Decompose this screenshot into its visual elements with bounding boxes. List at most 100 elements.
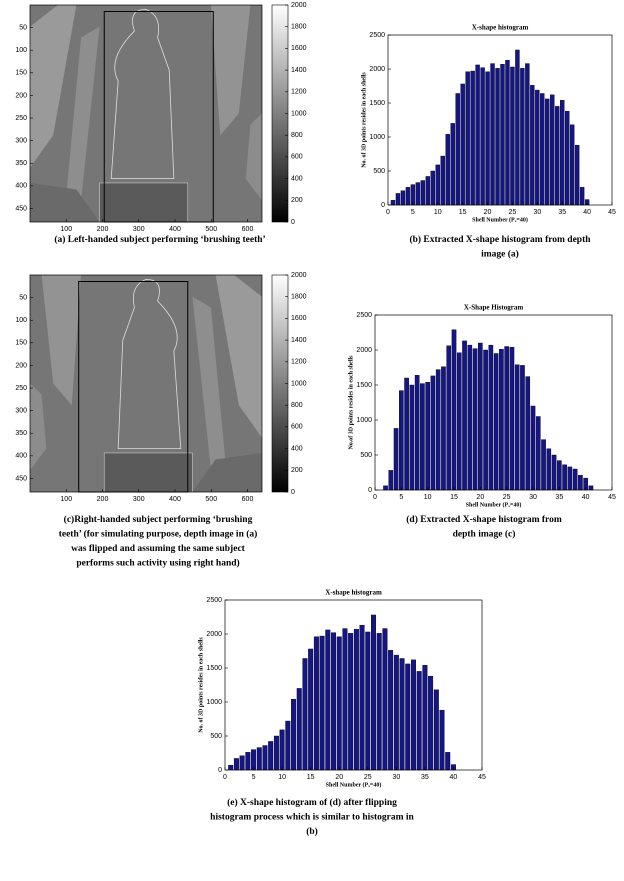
x-tick-label: 10 [424,494,432,501]
x-tick-label: 500 [205,496,217,503]
colorbar-tick-label: 2000 [291,2,307,9]
bar [557,460,562,491]
bar [415,182,421,206]
base [103,452,193,493]
bar [530,405,536,491]
depth-region [30,182,100,222]
x-tick-label: 5 [252,774,256,781]
bar [500,64,505,206]
bar [490,63,495,206]
bar [388,650,394,771]
x-tick-label: 15 [307,774,315,781]
chart-title: X-shape histogram [325,589,382,597]
bar [488,344,494,491]
chart-title: X-shape histogram [472,24,529,32]
bar [390,200,396,206]
colorbar-tick-label: 1000 [291,380,307,387]
bar [480,67,485,206]
colorbar-tick-label: 1400 [291,337,307,344]
x-tick-label: 10 [278,774,286,781]
colorbar-tick-label: 1800 [291,24,307,31]
bar [483,349,488,491]
bar [509,347,515,491]
y-tick-label: 300 [15,407,27,414]
depth-region [192,296,228,482]
bar [504,346,509,491]
bar [365,631,371,771]
depth-region [41,275,82,406]
bar [296,688,302,771]
bar [555,106,560,206]
bar [499,349,504,491]
bar [450,123,455,206]
bar [451,329,457,491]
bar [440,155,445,206]
subject-outline [110,8,175,179]
bar [465,71,470,206]
bar [495,68,500,206]
bar [393,428,399,491]
bar [578,475,583,491]
bar [279,729,285,771]
bar [428,675,434,771]
x-tick-label: 15 [459,209,467,216]
bar [430,375,436,491]
x-tick-label: 20 [335,774,343,781]
bar [376,633,382,771]
y-tick-label: 1000 [356,417,372,424]
bar [439,709,445,771]
bar [245,752,251,771]
bar [414,375,420,491]
bar [233,758,239,771]
bar [433,689,439,771]
bar [371,614,376,771]
colorbar-tick-label: 200 [291,467,303,474]
y-tick-label: 100 [15,47,27,54]
x-axis-label: Shell Number (Pₓ=40) [466,501,522,508]
caption: histogram process which is similar to hi… [210,813,414,823]
bar [359,624,365,771]
caption: (e) X-shape histogram of (d) after flipp… [227,797,397,808]
x-axis-label: Shell Number (Pₓ=40) [326,781,382,788]
bar [273,735,279,771]
y-tick-label: 2000 [369,66,385,73]
bar [382,628,388,771]
x-tick-label: 40 [583,209,591,216]
y-tick-label: 1500 [356,382,372,389]
depth-region [30,5,77,168]
y-tick-label: 350 [15,430,27,437]
bar [541,439,546,491]
x-tick-label: 40 [582,494,590,501]
x-tick-label: 200 [97,226,109,233]
x-tick-label: 45 [608,209,616,216]
bar [268,741,274,771]
colorbar-tick-label: 1400 [291,67,307,74]
bar [319,635,325,771]
axes-frame [29,274,263,493]
axes-frame [29,4,263,223]
caption: depth image (c) [453,529,516,540]
colorbar-tick-label: 2000 [291,272,307,279]
y-tick-label: 0 [368,487,372,494]
x-tick-label: 45 [608,494,616,501]
y-tick-label: 50 [19,24,27,31]
x-tick-label: 35 [558,209,566,216]
bar [404,377,409,491]
caption: (b) Extracted X-shape histogram from dep… [409,234,591,245]
x-tick-label: 20 [484,209,492,216]
y-tick-label: 250 [15,115,27,122]
bar [569,124,575,206]
colorbar-tick-label: 0 [291,219,295,226]
x-tick-label: 0 [223,774,227,781]
x-tick-label: 25 [503,494,511,501]
y-tick-label: 1500 [369,100,385,107]
bar [302,658,308,771]
bar [342,628,348,771]
bar [545,98,550,206]
y-tick-label: 2500 [369,32,385,39]
bar [383,485,388,491]
caption: (a) Left-handed subject performing ‘brus… [54,234,265,245]
bar [445,134,450,206]
depth-region [30,383,47,471]
bar [285,720,291,771]
